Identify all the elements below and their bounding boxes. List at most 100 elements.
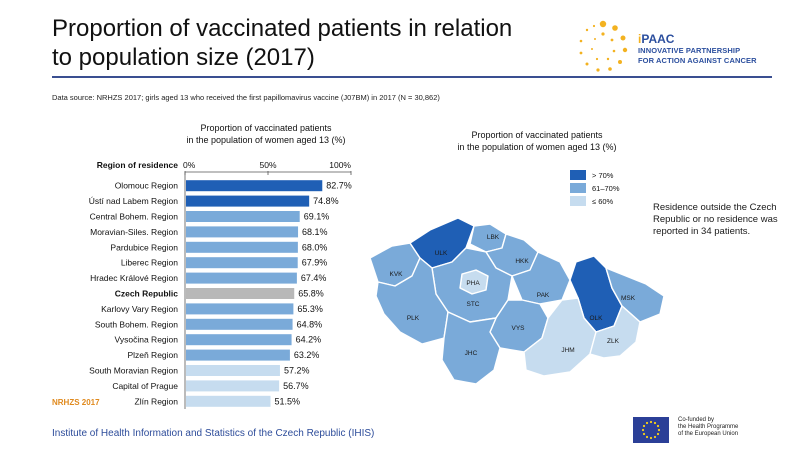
bar-value-label: 56.7% xyxy=(283,381,309,391)
bar-value-label: 65.8% xyxy=(298,289,324,299)
bar-value-label: 51.5% xyxy=(274,396,300,406)
map-region-label: LBK xyxy=(487,234,500,241)
map-region-label: OLK xyxy=(589,315,603,322)
eu-flag-icon xyxy=(633,417,669,443)
map-region-jhm xyxy=(523,297,597,377)
bar xyxy=(186,365,280,376)
bar-category-label: Ústí nad Labem Region xyxy=(89,196,179,206)
eu-line-1: Co-funded by xyxy=(678,417,715,423)
bar-value-label: 68.1% xyxy=(302,227,328,237)
bar xyxy=(186,257,298,269)
bar xyxy=(186,349,290,361)
map-region-label: PHA xyxy=(466,280,480,287)
bar-value-label: 57.2% xyxy=(284,366,310,376)
data-source-note: Data source: NRHZS 2017; girls aged 13 w… xyxy=(52,93,440,102)
map-region-jhc xyxy=(441,311,501,385)
logo-name: iPAAC xyxy=(638,33,757,46)
bar xyxy=(186,272,297,284)
bar-category-label: Vysočina Region xyxy=(115,335,179,345)
bar-category-label: Plzeň Region xyxy=(127,350,178,360)
bar-value-label: 67.9% xyxy=(302,258,328,268)
bar-category-label: South Bohem. Region xyxy=(95,319,178,329)
bar-value-label: 69.1% xyxy=(304,212,330,222)
map-region-label: JHM xyxy=(561,347,574,354)
map-region-msk xyxy=(605,267,665,323)
logo-tagline-1: INNOVATIVE PARTNERSHIP xyxy=(638,46,741,55)
bar-value-label: 74.8% xyxy=(313,196,339,206)
chart-watermark: NRHZS 2017 xyxy=(52,398,100,407)
ipaac-logo: iPAAC INNOVATIVE PARTNERSHIP FOR ACTION … xyxy=(638,33,757,66)
bar-category-label: Karlovy Vary Region xyxy=(101,304,178,314)
bar-category-label: Hradec Králové Region xyxy=(90,273,178,283)
bar xyxy=(186,395,271,407)
legend-label: 61–70% xyxy=(592,184,620,193)
bar-chart-category-header: Region of residence xyxy=(97,160,179,170)
institute-footer: Institute of Health Information and Stat… xyxy=(52,428,375,439)
eu-line-3: of the European Union xyxy=(678,431,739,437)
bar xyxy=(186,226,299,238)
bar-category-label: Capital of Prague xyxy=(112,381,178,391)
map-region-label: JHC xyxy=(465,350,478,357)
bar xyxy=(186,288,295,299)
map-region-label: ZLK xyxy=(607,338,620,345)
legend-label: > 70% xyxy=(592,171,614,180)
bar-category-label: Moravian-Siles. Region xyxy=(90,227,178,237)
bar xyxy=(186,195,310,207)
map-region-label: ULK xyxy=(435,250,448,257)
legend-swatch xyxy=(570,183,586,193)
map-region-label: PLK xyxy=(407,315,420,322)
bar xyxy=(186,380,280,392)
title-line-2: to population size (2017) xyxy=(52,44,315,71)
bar xyxy=(186,211,300,222)
bar xyxy=(186,180,323,192)
map-region-label: STC xyxy=(467,301,480,308)
map-region-label: KVK xyxy=(389,271,403,278)
bar-value-label: 63.2% xyxy=(294,350,320,360)
map-region-label: VYS xyxy=(511,325,525,332)
x-tick-label: 0% xyxy=(183,160,196,170)
legend-label: ≤ 60% xyxy=(592,197,614,206)
map-title-line-1: Proportion of vaccinated patients xyxy=(471,130,603,140)
eu-cofunding-text: Co-funded by the Health Programme of the… xyxy=(678,417,738,438)
bar-chart-title-line-2: in the population of women aged 13 (%) xyxy=(186,135,345,145)
bar-category-label: Liberec Region xyxy=(121,258,178,268)
bar xyxy=(186,334,292,346)
bar-category-label: South Moravian Region xyxy=(89,366,178,376)
bar-value-label: 64.8% xyxy=(297,319,323,329)
x-tick-label: 100% xyxy=(329,160,351,170)
bar-value-label: 82.7% xyxy=(326,181,352,191)
map-region-label: HKK xyxy=(515,258,529,265)
bar-category-label: Olomouc Region xyxy=(115,181,179,191)
bar xyxy=(186,241,298,253)
map-note: Residence outside the Czech Republic or … xyxy=(653,202,778,237)
bar-category-label: Zlín Region xyxy=(135,396,179,406)
bar-value-label: 64.2% xyxy=(296,335,322,345)
bar xyxy=(186,303,294,315)
logo-name-main: PAAC xyxy=(641,32,675,46)
eu-line-2: the Health Programme xyxy=(678,424,739,430)
bar-value-label: 68.0% xyxy=(302,242,328,252)
bar-category-label: Czech Republic xyxy=(115,289,179,299)
map-region-label: PAK xyxy=(537,292,550,299)
bar-category-label: Pardubice Region xyxy=(110,242,178,252)
page-title: Proportion of vaccinated patients in rel… xyxy=(52,14,572,72)
eu-stars-icon xyxy=(641,420,661,440)
ipaac-logo-icon xyxy=(579,20,628,72)
logo-name-prefix: i xyxy=(638,32,642,46)
bar-chart-title-line-1: Proportion of vaccinated patients xyxy=(200,123,332,133)
header-divider xyxy=(52,76,772,78)
map-title-line-2: in the population of women aged 13 (%) xyxy=(457,142,616,152)
legend-swatch xyxy=(570,196,586,206)
map-region-zlk xyxy=(589,305,641,359)
bar-category-label: Central Bohem. Region xyxy=(90,212,179,222)
legend-swatch xyxy=(570,170,586,180)
bar-value-label: 65.3% xyxy=(297,304,323,314)
logo-tagline-2: FOR ACTION AGAINST CANCER xyxy=(638,56,757,65)
title-line-1: Proportion of vaccinated patients in rel… xyxy=(52,15,513,42)
x-tick-label: 50% xyxy=(259,160,276,170)
bar xyxy=(186,318,293,330)
map-region-label: MSK xyxy=(621,295,636,302)
bar-value-label: 67.4% xyxy=(301,273,327,283)
